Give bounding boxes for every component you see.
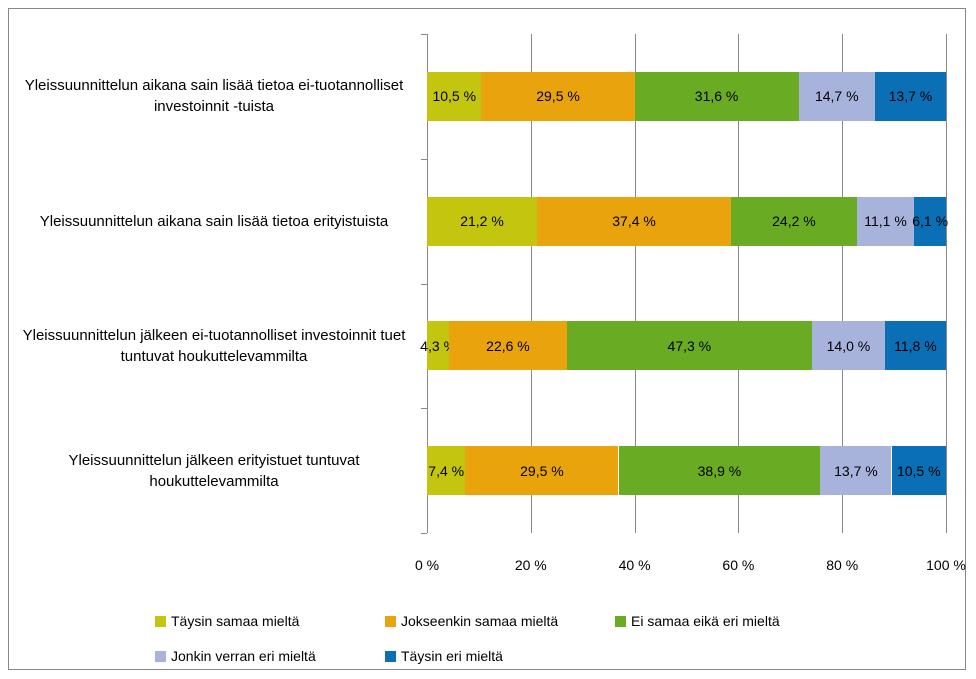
legend-label: Jokseenkin samaa mieltä: [401, 613, 559, 629]
data-label: 13,7 %: [888, 88, 933, 105]
bar-segment: [874, 71, 946, 121]
bar-segment: [427, 196, 538, 246]
legend-swatch: [385, 615, 396, 627]
bar-segment: [820, 446, 892, 496]
y-axis: [427, 34, 428, 533]
data-label: 7,4 %: [428, 462, 465, 479]
data-label: 4,3 %: [420, 337, 457, 354]
legend-swatch: [155, 615, 166, 627]
data-label: 38,9 %: [697, 462, 742, 479]
data-label: 14,0 %: [826, 337, 871, 354]
chart-frame: [8, 8, 966, 670]
category-label: Yleissuunnittelun aikana sain lisää tiet…: [39, 212, 389, 230]
legend-label: Täysin eri mieltä: [401, 648, 503, 664]
data-label: 24,2 %: [772, 213, 816, 230]
grid-line: [530, 34, 532, 533]
data-label: 10,5 %: [432, 88, 477, 105]
bar-segment: [914, 196, 946, 246]
legend-label: Ei samaa eikä eri mieltä: [631, 613, 780, 629]
legend-label: Jonkin verran eri mieltä: [171, 648, 316, 664]
bar-segment: [731, 196, 857, 246]
legend-label: Täysin samaa mieltä: [171, 613, 300, 629]
y-tick: [421, 34, 427, 35]
bar-segment: [481, 71, 635, 121]
data-label: 14,7 %: [814, 88, 859, 105]
bar-segment: [566, 321, 813, 371]
bar-segment: [465, 446, 619, 496]
legend-swatch: [155, 650, 166, 662]
data-label: 10,5 %: [896, 462, 941, 479]
bar-segment: [856, 196, 915, 246]
data-label: 11,1 %: [864, 213, 907, 230]
data-label: 29,5 %: [520, 462, 564, 479]
data-label: 21,2 %: [460, 213, 504, 230]
x-tick-label: 40 %: [618, 557, 651, 573]
bar-segment: [427, 321, 450, 371]
data-label: 37,4 %: [612, 213, 656, 230]
bar-segment: [634, 71, 799, 121]
y-tick: [421, 408, 427, 410]
bar-segment: [891, 446, 946, 496]
grid-line: [842, 34, 844, 533]
category-label: Yleissuunnittelun jälkeen ei-tuotannolli…: [22, 326, 406, 365]
y-tick: [421, 533, 427, 534]
grid-line: [946, 34, 947, 533]
bar-segment: [537, 196, 732, 246]
grid-line: [634, 34, 636, 533]
legend-item: Ei samaa eikä eri mieltä: [615, 611, 780, 631]
bar-segment: [884, 321, 946, 371]
data-label: 11,8 %: [894, 337, 937, 354]
x-tick-label: 100 %: [926, 557, 966, 573]
bar-segment: [427, 446, 466, 496]
y-tick: [421, 283, 427, 285]
category-label: Yleissuunnittelun jälkeen erityistuet tu…: [68, 451, 360, 490]
x-tick-label: 80 %: [826, 557, 859, 573]
legend-item: Täysin samaa mieltä: [155, 611, 299, 631]
bar-segment: [449, 321, 567, 371]
legend-item: Jokseenkin samaa mieltä: [385, 611, 558, 631]
x-tick-label: 60 %: [722, 557, 755, 573]
data-label: 31,6 %: [694, 88, 739, 105]
x-tick-label: 0 %: [414, 557, 440, 573]
legend-item: Jonkin verran eri mieltä: [155, 646, 316, 666]
legend-item: Täysin eri mieltä: [385, 646, 503, 666]
data-label: 13,7 %: [834, 462, 878, 479]
x-tick-label: 20 %: [514, 557, 547, 573]
bar-segment: [798, 71, 875, 121]
bar-segment: [618, 446, 821, 496]
legend-swatch: [385, 650, 396, 662]
data-label: 47,3 %: [667, 337, 712, 354]
bar-segment: [427, 71, 482, 121]
bar-segment: [812, 321, 885, 371]
grid-line: [738, 34, 740, 533]
data-label: 22,6 %: [486, 337, 530, 354]
category-label: Yleissuunnittelun aikana sain lisää tiet…: [24, 77, 404, 116]
data-label: 6,1 %: [912, 213, 949, 230]
y-tick: [421, 158, 427, 160]
legend-swatch: [615, 615, 626, 627]
data-label: 29,5 %: [536, 88, 580, 105]
